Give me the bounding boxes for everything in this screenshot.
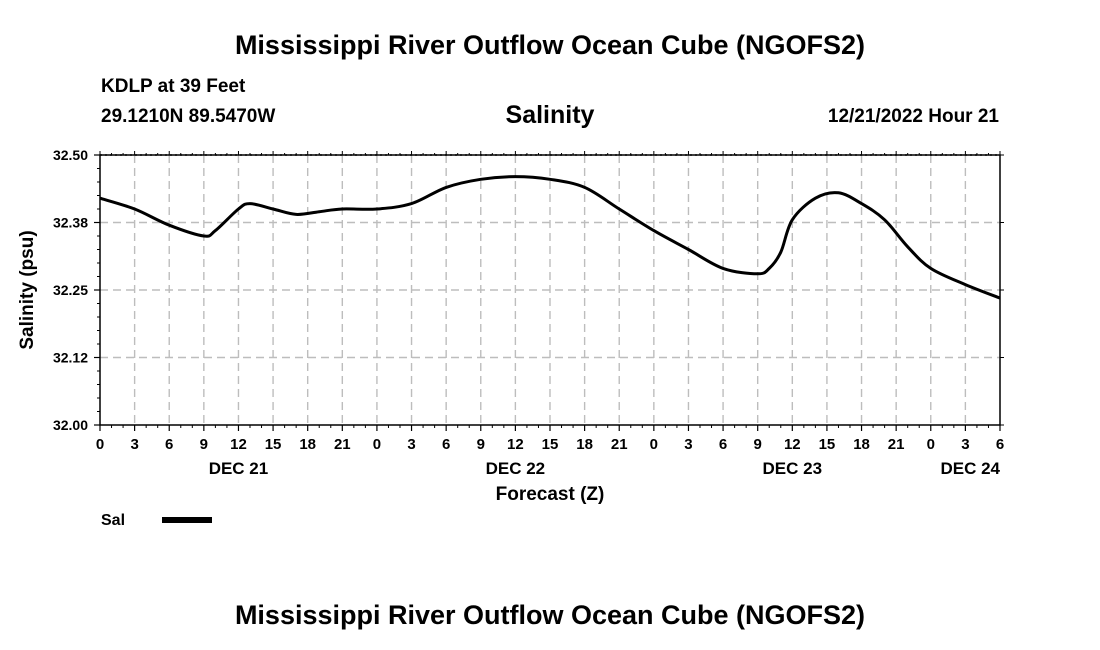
x-tick-label: 9 xyxy=(754,436,762,453)
series-layer xyxy=(99,175,1001,300)
legend-label: Sal xyxy=(101,512,125,529)
y-tick-label: 32.38 xyxy=(53,215,88,231)
x-tick-label: 15 xyxy=(265,436,282,453)
x-tick-label: 3 xyxy=(407,436,415,453)
day-label: DEC 22 xyxy=(486,459,546,478)
x-tick-label: 3 xyxy=(961,436,969,453)
x-tick-label: 12 xyxy=(784,436,801,453)
x-tick-label: 9 xyxy=(200,436,208,453)
footer-title: Mississippi River Outflow Ocean Cube (NG… xyxy=(234,600,866,630)
x-tick-label: 6 xyxy=(442,436,450,453)
y-tick-label: 32.12 xyxy=(53,350,88,366)
x-tick-label: 18 xyxy=(576,436,593,453)
x-axis-label: Forecast (Z) xyxy=(496,484,605,505)
forecast-datetime: 12/21/2022 Hour 21 xyxy=(827,106,999,127)
x-tick-label: 3 xyxy=(684,436,692,453)
y-axis-label: Salinity (psu) xyxy=(17,230,38,349)
x-tick-label: 0 xyxy=(96,436,104,453)
day-label: DEC 23 xyxy=(763,459,823,478)
x-tick-label: 15 xyxy=(542,436,559,453)
x-tick-label: 6 xyxy=(996,436,1004,453)
main-title: Mississippi River Outflow Ocean Cube (NG… xyxy=(234,30,866,60)
salinity-series-line xyxy=(99,175,1001,300)
x-tick-label: 6 xyxy=(165,436,173,453)
station-coordinates: 29.1210N 89.5470W xyxy=(101,106,276,127)
x-tick-label: 3 xyxy=(130,436,138,453)
x-tick-label: 21 xyxy=(888,436,905,453)
chart-title: Salinity xyxy=(505,101,595,129)
x-tick-label: 21 xyxy=(611,436,628,453)
labels-layer: 0 3 6 9 12 15 18 21 0 3 6 9 12 15 18 21 0 3 6 9 12 15 18 21 0 3 6 D… xyxy=(53,147,1004,478)
day-label: DEC 21 xyxy=(209,459,269,478)
station-label: KDLP at 39 Feet xyxy=(101,76,246,97)
x-tick-label: 0 xyxy=(650,436,658,453)
grid-layer xyxy=(100,154,1000,425)
x-tick-label: 12 xyxy=(507,436,524,453)
x-tick-label: 12 xyxy=(230,436,247,453)
y-tick-label: 32.25 xyxy=(53,282,88,298)
x-tick-label: 15 xyxy=(819,436,836,453)
ticks-layer xyxy=(94,151,1004,431)
day-label: DEC 24 xyxy=(940,459,1000,478)
x-tick-label: 21 xyxy=(334,436,351,453)
x-tick-label: 18 xyxy=(853,436,870,453)
y-tick-label: 32.50 xyxy=(53,147,88,163)
y-tick-label: 32.00 xyxy=(53,417,88,433)
x-tick-label: 0 xyxy=(927,436,935,453)
x-tick-label: 6 xyxy=(719,436,727,453)
x-tick-label: 18 xyxy=(299,436,316,453)
x-tick-label: 9 xyxy=(477,436,485,453)
x-tick-label: 0 xyxy=(373,436,381,453)
